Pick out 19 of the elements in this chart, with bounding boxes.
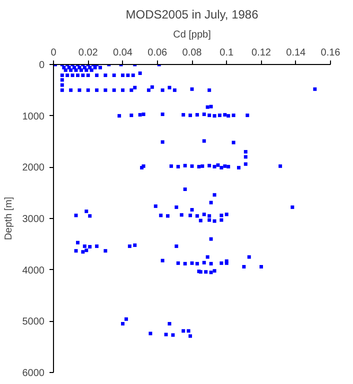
y-tick-label: 3000 bbox=[22, 214, 45, 225]
y-tick-label: 1000 bbox=[22, 111, 45, 122]
x-tick-label: 0.06 bbox=[148, 48, 168, 58]
y-axis-title: Depth [m] bbox=[3, 196, 14, 240]
x-tick-label: 0.14 bbox=[286, 48, 306, 58]
y-tick-label: 2000 bbox=[22, 162, 45, 174]
y-tick-label: 5000 bbox=[22, 316, 45, 328]
x-tick-label: 0.04 bbox=[113, 48, 133, 58]
x-tick-label: 0.1 bbox=[220, 48, 234, 58]
x-tick-label: 0.16 bbox=[320, 48, 341, 58]
chart-title: MODS2005 in July, 1986 bbox=[126, 8, 259, 22]
x-tick-label: 0.02 bbox=[78, 48, 98, 58]
x-tick-label: 0.12 bbox=[252, 48, 272, 58]
x-tick-label: 0.08 bbox=[182, 48, 202, 58]
y-tick-label: 4000 bbox=[22, 265, 45, 276]
y-tick-label: 0 bbox=[38, 60, 45, 71]
x-axis-title: Cd [ppb] bbox=[173, 30, 212, 40]
y-tick-label: 6000 bbox=[22, 368, 45, 379]
x-tick-label: 0 bbox=[50, 48, 57, 58]
